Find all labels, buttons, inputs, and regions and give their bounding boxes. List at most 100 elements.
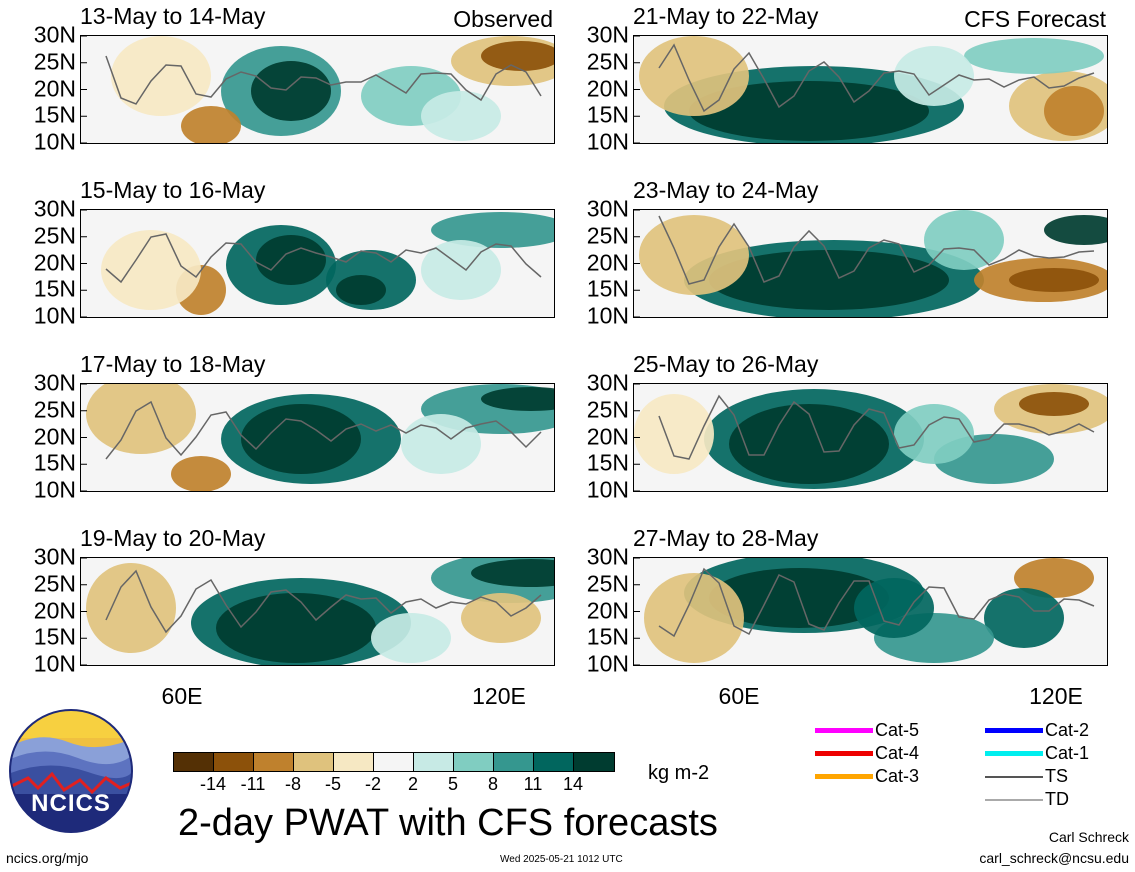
pwat-anomaly-region: [854, 578, 934, 638]
panel-title: 15-May to 16-May: [80, 177, 266, 203]
latitude-label: 10N: [33, 476, 76, 503]
pwat-anomaly-region: [894, 46, 974, 106]
panel-title: 17-May to 18-May: [80, 351, 266, 377]
colorbar-swatch: [294, 753, 334, 771]
latitude-label: 20N: [33, 423, 76, 449]
longitude-label: 60E: [718, 683, 760, 709]
footer-timestamp: Wed 2025-05-21 1012 UTC: [500, 854, 623, 865]
legend-line: [815, 751, 873, 756]
pwat-anomaly-region: [481, 387, 554, 411]
legend-line: [985, 751, 1043, 756]
colorbar-tick-label: -14: [199, 774, 227, 794]
latitude-label: 25N: [586, 396, 629, 423]
latitude-labels: 30N 25N 20N 15N 10N: [4, 371, 76, 501]
coastline: [105, 569, 542, 634]
footer-author: Carl Schreck: [1048, 829, 1129, 845]
ncics-logo: NCICS: [8, 708, 134, 834]
pwat-map: [80, 35, 555, 144]
pwat-map: [633, 35, 1108, 144]
footer-email[interactable]: carl_schreck@ncsu.edu: [979, 850, 1129, 866]
pwat-anomaly-region: [241, 404, 361, 474]
latitude-label: 30N: [33, 543, 76, 570]
coastline: [105, 233, 542, 284]
legend-line: [815, 728, 873, 733]
colorbar-swatch: [414, 753, 454, 771]
colorbar-tick-label: -8: [284, 774, 302, 794]
pwat-anomaly-region: [924, 210, 1004, 270]
colorbar-swatch: [454, 753, 494, 771]
latitude-label: 30N: [586, 543, 629, 570]
latitude-label: 15N: [33, 101, 76, 128]
colorbar-tick-label: 2: [407, 774, 419, 794]
latitude-label: 15N: [33, 275, 76, 302]
pwat-anomaly-region: [1009, 268, 1099, 292]
colorbar-units: kg m-2: [648, 762, 710, 784]
pwat-anomaly-region: [336, 275, 386, 305]
coastline: [105, 400, 542, 460]
pwat-anomaly-region: [111, 36, 211, 116]
panel-title: 13-May to 14-May: [80, 3, 266, 29]
pwat-anomaly-region: [894, 404, 974, 464]
legend-line: [815, 774, 873, 779]
latitude-label: 10N: [33, 128, 76, 155]
pwat-anomaly-region: [729, 404, 889, 484]
latitude-label: 25N: [33, 570, 76, 597]
pwat-anomaly-region: [1044, 215, 1107, 245]
colorbar-swatch: [494, 753, 534, 771]
colorbar-swatch: [374, 753, 414, 771]
pwat-map: [80, 383, 555, 492]
coastline: [658, 394, 1095, 460]
pwat-map: [633, 557, 1108, 666]
colorbar-swatch: [574, 753, 614, 771]
panel-title: 25-May to 26-May: [633, 351, 819, 377]
latitude-label: 30N: [33, 369, 76, 396]
coastline: [658, 215, 1095, 285]
pwat-anomaly-region: [709, 250, 949, 310]
longitude-label: 120E: [1029, 683, 1083, 709]
legend-item: Cat-5: [815, 720, 919, 741]
latitude-label: 20N: [586, 597, 629, 623]
pwat-anomaly-region: [481, 41, 554, 71]
latitude-label: 30N: [33, 21, 76, 48]
latitude-label: 15N: [586, 101, 629, 128]
latitude-label: 10N: [33, 650, 76, 677]
latitude-labels: 30N 25N 20N 15N 10N: [557, 197, 629, 327]
latitude-labels: 30N 25N 20N 15N 10N: [4, 545, 76, 675]
latitude-label: 15N: [33, 449, 76, 476]
pwat-anomaly-region: [461, 593, 541, 643]
pwat-anomaly-region: [256, 235, 326, 285]
latitude-label: 25N: [33, 48, 76, 75]
pwat-anomaly-region: [181, 106, 241, 143]
latitude-label: 30N: [586, 195, 629, 222]
legend-item: Cat-2: [985, 720, 1089, 741]
footer-url[interactable]: ncics.org/mjo: [6, 850, 89, 866]
logo-text: NCICS: [31, 790, 111, 817]
latitude-label: 10N: [586, 650, 629, 677]
latitude-labels: 30N 25N 20N 15N 10N: [557, 545, 629, 675]
legend-item: TS: [985, 766, 1068, 787]
pwat-map: [633, 383, 1108, 492]
latitude-label: 15N: [586, 623, 629, 650]
figure-title: 2-day PWAT with CFS forecasts: [178, 802, 718, 844]
pwat-anomaly-region: [984, 588, 1064, 648]
legend-item: Cat-3: [815, 766, 919, 787]
panel-tag: Observed: [453, 6, 553, 32]
legend-item: Cat-4: [815, 743, 919, 764]
legend-label: Cat-1: [1045, 743, 1090, 763]
colorbar-swatch: [214, 753, 254, 771]
panel-tag: CFS Forecast: [964, 6, 1106, 32]
legend-label: Cat-5: [875, 720, 920, 740]
pwat-anomaly-region: [401, 414, 481, 474]
panel-title: 23-May to 24-May: [633, 177, 819, 203]
pwat-map: [80, 209, 555, 318]
panel-title: 27-May to 28-May: [633, 525, 819, 551]
latitude-labels: 30N 25N 20N 15N 10N: [4, 23, 76, 153]
latitude-labels: 30N 25N 20N 15N 10N: [557, 371, 629, 501]
latitude-labels: 30N 25N 20N 15N 10N: [557, 23, 629, 153]
colorbar-tick-label: 8: [487, 774, 499, 794]
latitude-label: 30N: [586, 369, 629, 396]
pwat-anomaly-region: [371, 613, 451, 663]
longitude-label: 60E: [161, 683, 203, 709]
latitude-label: 25N: [33, 396, 76, 423]
pwat-anomaly-region: [644, 573, 744, 663]
